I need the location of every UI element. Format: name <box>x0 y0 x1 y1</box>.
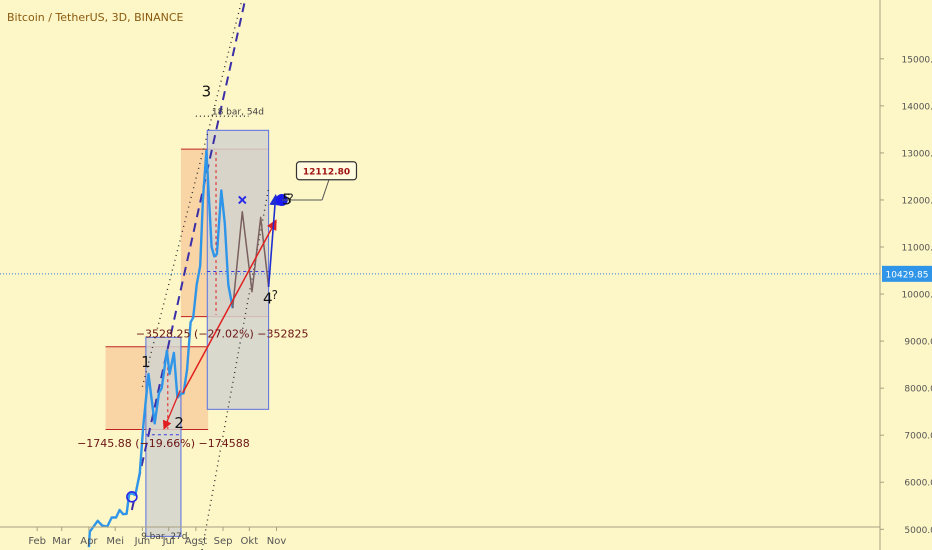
y-tick-label-4: 9000.00 <box>904 338 932 348</box>
target-leader-elbow <box>321 179 330 201</box>
y-tick-label-2: 7000.00 <box>904 432 932 442</box>
y-tick-label-5: 10000.00 <box>902 291 932 301</box>
x-tick-label-6: Agst <box>185 536 207 547</box>
start-circle-marker <box>126 491 138 503</box>
channel-upper-line <box>141 0 243 387</box>
measurement-label-2: −3528.25 (−27.02%) −352825 <box>136 327 309 340</box>
wave5-impulse-arrow <box>267 193 281 288</box>
target-callout-box <box>295 161 358 181</box>
current-price-tag-label: 10429.85 <box>886 270 929 280</box>
y-tick-label-7: 12000.00 <box>902 196 932 206</box>
symbol-title: Bitcoin / TetherUS, 3D, BINANCE <box>7 11 184 24</box>
projection-series-line <box>231 210 270 309</box>
measurement-label-1: −1745.88 (−19.66%) −174588 <box>77 437 250 450</box>
y-tick-label-8: 13000.00 <box>902 149 932 159</box>
x-tick-label-5: Jul <box>162 536 175 547</box>
y-tick-label-0: 5000.00 <box>904 526 932 536</box>
question-mark-2: ? <box>272 288 278 302</box>
y-tick-label-6: 11000.00 <box>902 244 932 254</box>
x-tick-label-1: Mar <box>52 536 72 547</box>
question-mark-1: ? <box>287 191 293 205</box>
x-tick-label-4: Jun <box>134 536 151 547</box>
wave-label-4: 4 <box>263 289 273 307</box>
target-trend-arrow <box>182 219 277 394</box>
x-tick-label-2: Apr <box>80 536 98 547</box>
y-tick-label-1: 6000.00 <box>904 479 932 489</box>
target-callout-label: 12112.80 <box>303 167 350 177</box>
wave2-arrow <box>162 390 181 430</box>
y-tick-label-10: 15000.00 <box>902 55 932 65</box>
bar-count-label-2: 18 bar, 54d <box>212 107 264 117</box>
y-tick-label-3: 8000.00 <box>904 385 932 395</box>
x-tick-label-0: Feb <box>28 536 46 547</box>
cross-marker-b <box>238 195 247 205</box>
wave-label-5: 5 <box>282 191 292 209</box>
wave-label-3: 3 <box>202 82 212 100</box>
price-series-line <box>87 149 234 548</box>
x-tick-label-3: Mei <box>106 536 124 547</box>
wave-label-1: 1 <box>141 353 151 371</box>
wave4-date-range <box>206 129 270 410</box>
x-tick-label-7: Sep <box>214 536 233 547</box>
current-price-tag <box>882 265 932 282</box>
y-tick-label-9: 14000.00 <box>902 102 932 112</box>
wave-label-2: 2 <box>174 414 184 432</box>
x-tick-label-9: Nov <box>267 536 287 547</box>
x-tick-label-8: Okt <box>241 536 259 547</box>
bar-count-label-1: 9 bar, 27d <box>141 532 187 542</box>
